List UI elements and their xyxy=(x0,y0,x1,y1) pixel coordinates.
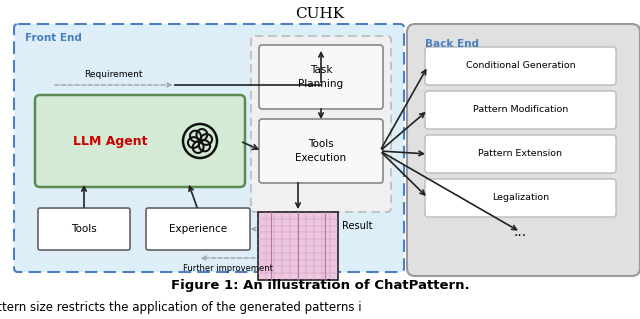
Text: CUHK: CUHK xyxy=(296,7,344,21)
FancyBboxPatch shape xyxy=(407,24,640,276)
Text: Requirement: Requirement xyxy=(84,70,142,79)
FancyBboxPatch shape xyxy=(259,119,383,183)
Text: Task
Planning: Task Planning xyxy=(298,65,344,89)
Text: Pattern Extension: Pattern Extension xyxy=(479,150,563,159)
Text: Pattern Modification: Pattern Modification xyxy=(473,106,568,115)
Bar xyxy=(258,212,338,280)
Text: LLM Agent: LLM Agent xyxy=(73,135,147,147)
FancyBboxPatch shape xyxy=(38,208,130,250)
FancyBboxPatch shape xyxy=(425,179,616,217)
Text: Further improvement: Further improvement xyxy=(183,264,273,273)
FancyBboxPatch shape xyxy=(146,208,250,250)
FancyBboxPatch shape xyxy=(425,47,616,85)
FancyBboxPatch shape xyxy=(14,24,404,272)
Text: ...: ... xyxy=(514,225,527,239)
Text: Experience: Experience xyxy=(169,224,227,234)
FancyBboxPatch shape xyxy=(425,135,616,173)
Text: Result: Result xyxy=(342,221,372,231)
Text: Back End: Back End xyxy=(425,39,479,49)
Text: attern size restricts the application of the generated patterns i: attern size restricts the application of… xyxy=(0,301,362,315)
Text: Tools: Tools xyxy=(71,224,97,234)
FancyBboxPatch shape xyxy=(35,95,245,187)
FancyBboxPatch shape xyxy=(251,36,391,212)
Text: Figure 1: An illustration of ChatPattern.: Figure 1: An illustration of ChatPattern… xyxy=(171,278,469,292)
FancyBboxPatch shape xyxy=(425,91,616,129)
Text: Conditional Generation: Conditional Generation xyxy=(466,62,575,70)
Text: Front End: Front End xyxy=(25,33,82,43)
Text: Legalization: Legalization xyxy=(492,194,549,203)
Text: Tools
Execution: Tools Execution xyxy=(296,139,347,163)
FancyBboxPatch shape xyxy=(259,45,383,109)
